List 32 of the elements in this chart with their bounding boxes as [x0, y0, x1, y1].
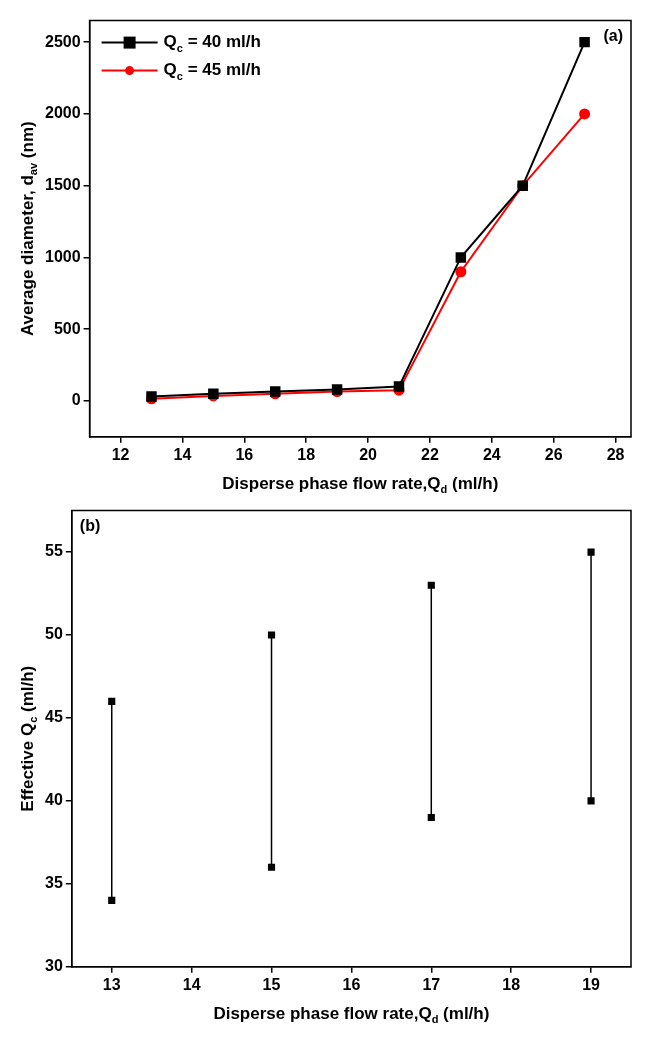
annotation: (a): [603, 27, 623, 45]
y-tick-label: 1500: [45, 176, 81, 194]
y-axis-title: Average diameter, dav (nm): [17, 121, 39, 337]
annotation: (b): [79, 517, 101, 535]
x-tick-label: 16: [235, 445, 254, 463]
y-tick-label: 55: [45, 542, 63, 560]
y-tick-label: 40: [45, 791, 63, 809]
x-tick-label: 18: [502, 975, 521, 993]
x-tick-label: 22: [421, 445, 439, 463]
y-tick-label: 1000: [45, 247, 81, 265]
x-tick-label: 17: [422, 975, 441, 993]
x-tick-label: 14: [182, 975, 201, 993]
x-tick-label: 18: [297, 445, 316, 463]
y-tick-label: 0: [71, 391, 81, 409]
y-tick-label: 45: [45, 708, 63, 726]
x-tick-label: 14: [173, 445, 192, 463]
x-tick-label: 26: [544, 445, 563, 463]
y-axis-title: Effective Qc (ml/h): [17, 665, 39, 812]
x-tick-label: 15: [262, 975, 281, 993]
y-tick-label: 30: [45, 957, 63, 975]
y-tick-label: 500: [53, 319, 81, 337]
x-tick-label: 12: [111, 445, 130, 463]
y-tick-label: 50: [45, 625, 63, 643]
x-tick-label: 28: [606, 445, 625, 463]
x-tick-label: 13: [102, 975, 121, 993]
y-tick-label: 2000: [45, 104, 81, 122]
y-tick-label: 35: [45, 874, 63, 892]
x-tick-label: 16: [342, 975, 361, 993]
x-tick-label: 19: [582, 975, 601, 993]
x-tick-label: 24: [482, 445, 501, 463]
y-tick-label: 2500: [45, 32, 81, 50]
x-tick-label: 20: [359, 445, 378, 463]
